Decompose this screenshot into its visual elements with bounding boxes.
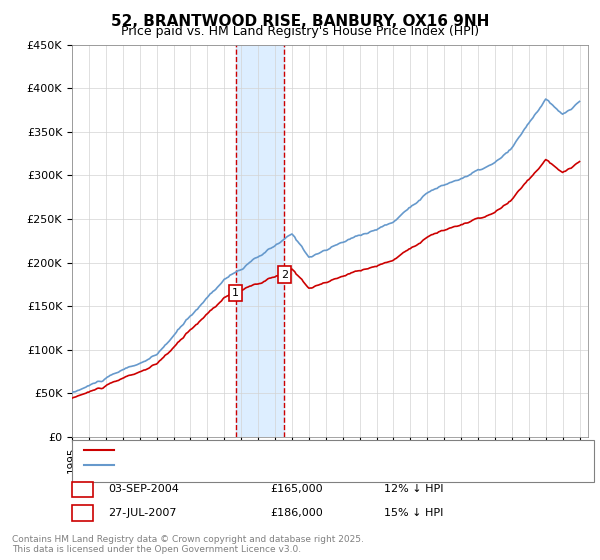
Text: 03-SEP-2004: 03-SEP-2004 [108,484,179,494]
Text: Contains HM Land Registry data © Crown copyright and database right 2025.
This d: Contains HM Land Registry data © Crown c… [12,535,364,554]
Bar [236,45,284,437]
Text: HPI: Average price, semi-detached house, Cherwell: HPI: Average price, semi-detached house,… [120,460,370,470]
Text: 2: 2 [79,508,86,518]
Text: 12% ↓ HPI: 12% ↓ HPI [384,484,443,494]
Text: £186,000: £186,000 [270,508,323,518]
Text: £165,000: £165,000 [270,484,323,494]
Text: 27-JUL-2007: 27-JUL-2007 [108,508,176,518]
Text: 1: 1 [232,288,239,298]
Text: Price paid vs. HM Land Registry's House Price Index (HPI): Price paid vs. HM Land Registry's House … [121,25,479,38]
Text: 15% ↓ HPI: 15% ↓ HPI [384,508,443,518]
Text: 52, BRANTWOOD RISE, BANBURY, OX16 9NH (semi-detached house): 52, BRANTWOOD RISE, BANBURY, OX16 9NH (s… [120,445,455,455]
Text: 52, BRANTWOOD RISE, BANBURY, OX16 9NH: 52, BRANTWOOD RISE, BANBURY, OX16 9NH [111,14,489,29]
Text: 1: 1 [79,484,86,494]
Text: 2: 2 [281,270,288,280]
